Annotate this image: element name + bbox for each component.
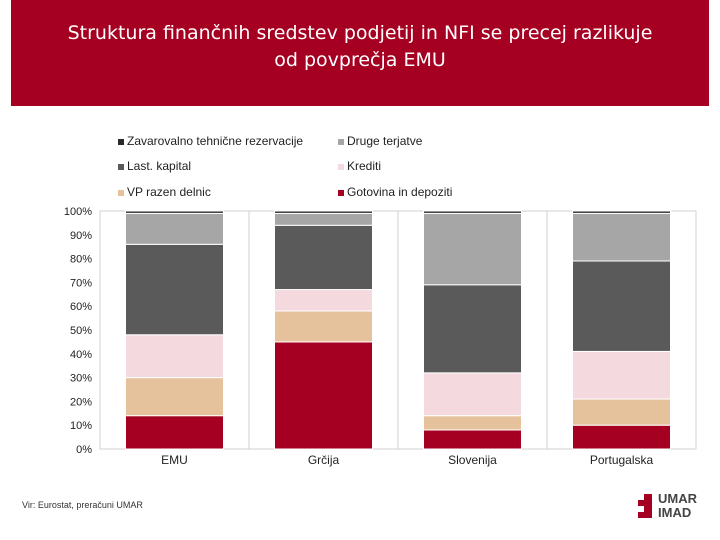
y-tick-label: 60% [70,301,92,313]
bar-segment-last-kapital-grcija [274,224,373,291]
bar-segment-druge-terjatve-emu [125,212,224,245]
bar-segment-vp-razen-delnic-slovenija [423,415,522,431]
chart-title-line1: Struktura finančnih sredstev podjetij in… [67,22,653,44]
bar-segment-gotovina-in-depoziti-portugalska [572,424,671,450]
bar-segment-last-kapital-portugalska [572,260,671,352]
bar-segment-zavarovalno-tehnicne-rezervacije-emu [125,210,224,214]
bar-segment-gotovina-in-depoziti-emu [125,415,224,450]
bar-segment-krediti-slovenija [423,372,522,417]
chart-title-line2: od povprečja EMU [274,49,446,71]
bar-segment-druge-terjatve-portugalska [572,212,671,262]
logo-text-umar: UMAR [658,491,697,506]
bar-segment-druge-terjatve-slovenija [423,212,522,286]
bar-segment-krediti-portugalska [572,350,671,400]
x-tick-label: EMU [161,453,188,467]
y-tick-label: 50% [70,325,92,337]
bar-segment-zavarovalno-tehnicne-rezervacije-slovenija [423,210,522,214]
y-tick-label: 70% [70,277,92,289]
umar-logo: UMAR IMAD [636,490,712,522]
bar-segment-gotovina-in-depoziti-grcija [274,341,373,450]
y-tick-label: 0% [76,444,92,456]
bar-segment-zavarovalno-tehnicne-rezervacije-portugalska [572,210,671,214]
x-tick-label: Portugalska [590,453,654,467]
bar-segment-krediti-emu [125,334,224,379]
bar-segment-last-kapital-slovenija [423,284,522,374]
bar-segment-krediti-grcija [274,289,373,312]
title-banner: Struktura finančnih sredstev podjetij in… [11,0,709,106]
y-tick-label: 90% [70,230,92,242]
bar-segment-gotovina-in-depoziti-slovenija [423,429,522,450]
umar-logo-mark-icon [638,494,652,518]
source-note: Vir: Eurostat, preračuni UMAR [22,500,143,510]
bar-segment-vp-razen-delnic-portugalska [572,398,671,426]
y-tick-label: 100% [64,206,92,218]
y-tick-label: 30% [70,373,92,385]
y-tick-label: 10% [70,420,92,432]
bar-segment-last-kapital-emu [125,243,224,336]
x-tick-label: Slovenija [448,453,497,467]
y-tick-label: 80% [70,254,92,266]
logo-text-imad: IMAD [658,505,692,520]
y-tick-label: 20% [70,396,92,408]
bar-segment-zavarovalno-tehnicne-rezervacije-grcija [274,210,373,214]
x-tick-label: Grčija [308,453,340,467]
chart-title: Struktura finančnih sredstev podjetij in… [11,20,709,74]
y-tick-label: 40% [70,349,92,361]
bar-segment-druge-terjatve-grcija [274,212,373,226]
bar-segment-vp-razen-delnic-emu [125,377,224,417]
bar-segment-vp-razen-delnic-grcija [274,310,373,343]
